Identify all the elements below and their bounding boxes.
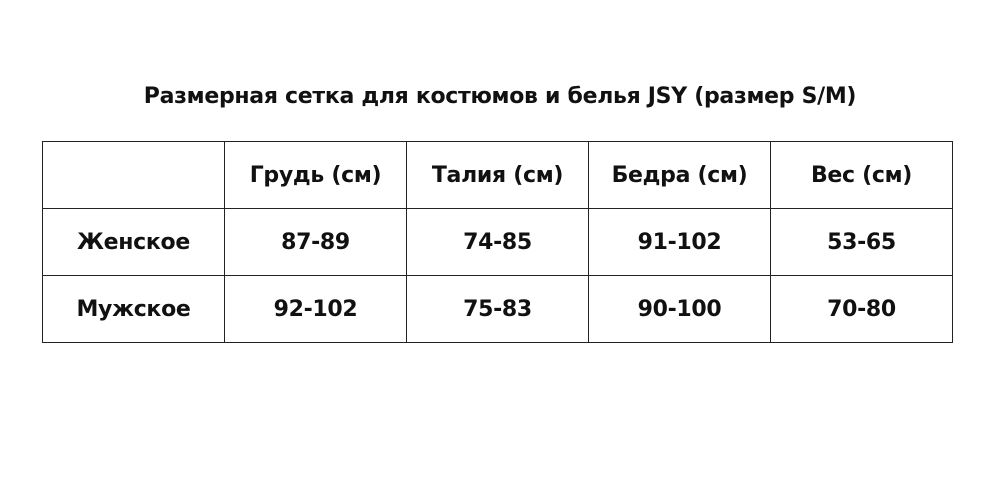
row-label: Мужское — [42, 275, 225, 343]
table-cell: 91-102 — [588, 208, 771, 276]
table-row: Женское 87-89 74-85 91-102 53-65 — [42, 208, 953, 276]
header-cell-weight: Вес (см) — [770, 141, 953, 209]
size-table: Грудь (см) Талия (см) Бедра (см) Вес (см… — [42, 141, 953, 343]
table-cell: 87-89 — [224, 208, 407, 276]
table-cell: 90-100 — [588, 275, 771, 343]
table-cell: 75-83 — [406, 275, 589, 343]
row-label: Женское — [42, 208, 225, 276]
table-header-row: Грудь (см) Талия (см) Бедра (см) Вес (см… — [42, 141, 953, 209]
table-cell: 74-85 — [406, 208, 589, 276]
header-cell-chest: Грудь (см) — [224, 141, 407, 209]
table-row: Мужское 92-102 75-83 90-100 70-80 — [42, 275, 953, 343]
table-cell: 53-65 — [770, 208, 953, 276]
table-cell: 92-102 — [224, 275, 407, 343]
header-cell-empty — [42, 141, 225, 209]
table-cell: 70-80 — [770, 275, 953, 343]
header-cell-hips: Бедра (см) — [588, 141, 771, 209]
page-title: Размерная сетка для костюмов и белья JSY… — [143, 84, 857, 109]
header-cell-waist: Талия (см) — [406, 141, 589, 209]
